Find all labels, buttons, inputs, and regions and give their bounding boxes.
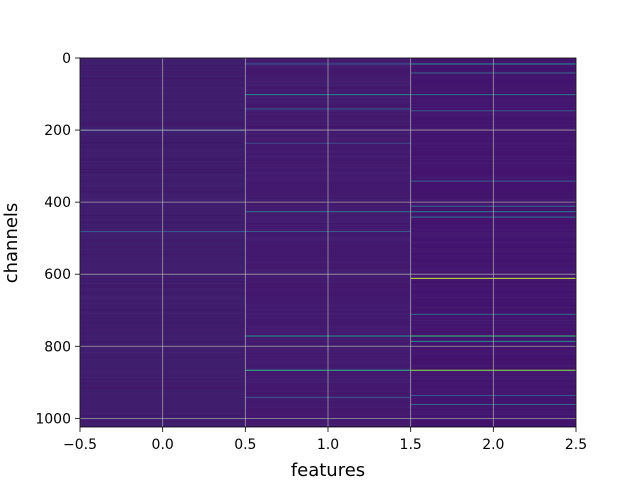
x-tick-label: 1.5 [400, 437, 422, 453]
x-axis-label: features [291, 460, 365, 480]
x-tick-label: 0.5 [234, 437, 256, 453]
y-axis-ticks: 0 200 400 600 800 1000 [35, 51, 80, 427]
x-tick-label: 1.0 [317, 437, 339, 453]
x-tick-label: −0.5 [63, 437, 97, 453]
y-tick-label: 200 [44, 123, 71, 139]
y-tick-label: 600 [44, 267, 71, 283]
x-tick-label: 2.0 [482, 437, 504, 453]
grid-lines [80, 58, 576, 427]
x-tick-label: 0.0 [152, 437, 174, 453]
plot-area [80, 58, 576, 427]
y-tick-label: 1000 [35, 411, 71, 427]
y-tick-label: 400 [44, 195, 71, 211]
y-tick-label: 800 [44, 339, 71, 355]
x-tick-label: 2.5 [565, 437, 587, 453]
y-tick-label: 0 [62, 51, 71, 67]
x-axis-ticks: −0.5 0.0 0.5 1.0 1.5 2.0 2.5 [63, 427, 587, 453]
y-axis-label: channels [1, 203, 22, 284]
